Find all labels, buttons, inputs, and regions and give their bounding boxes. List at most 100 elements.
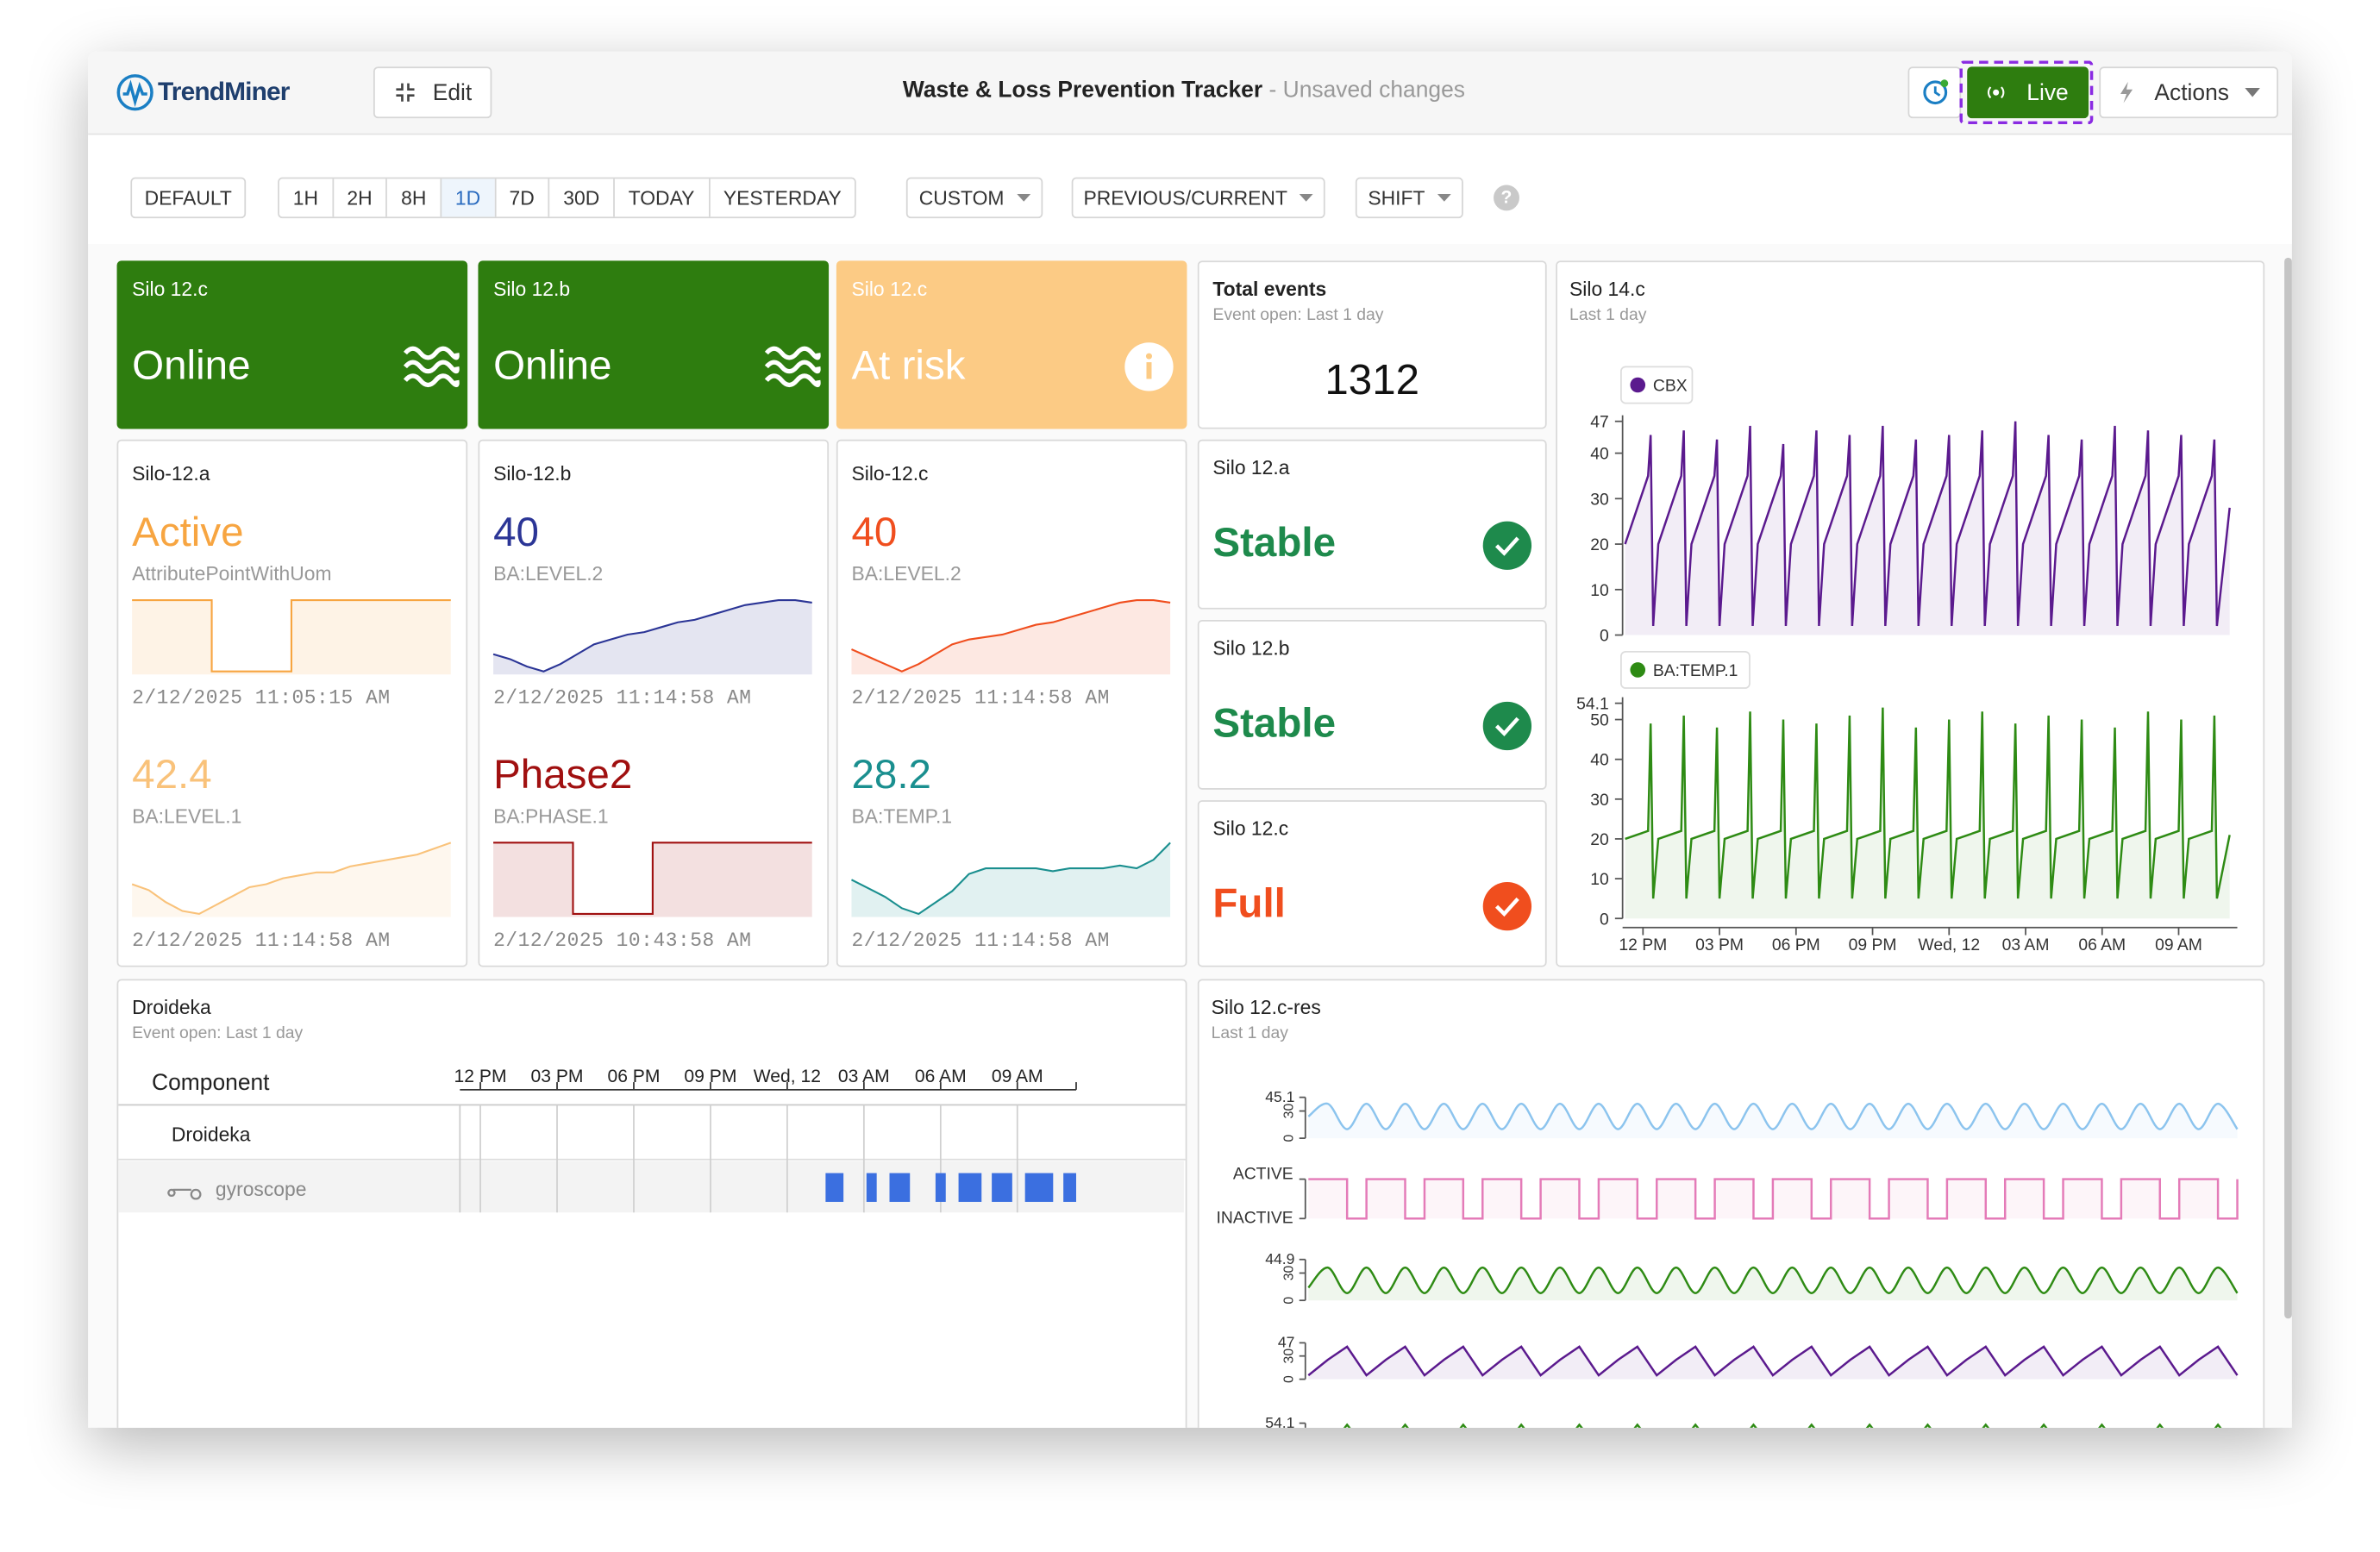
area bbox=[851, 842, 1171, 917]
range-button[interactable]: 1D bbox=[440, 178, 494, 217]
metric-value: 42.4 bbox=[132, 751, 212, 798]
y-tick-label: 47 bbox=[1278, 1334, 1295, 1351]
metric-tag: BA:LEVEL.2 bbox=[493, 562, 604, 585]
tile-status: Stable bbox=[1212, 519, 1337, 566]
y-tick-label: 50 bbox=[1590, 711, 1609, 730]
focus-outline bbox=[1959, 60, 2094, 125]
area bbox=[1344, 1424, 2220, 1428]
line bbox=[1308, 1178, 2239, 1220]
metric-value: Active bbox=[132, 509, 244, 555]
line bbox=[131, 842, 452, 916]
legend-swatch bbox=[1630, 662, 1646, 678]
link-icon bbox=[167, 1188, 202, 1200]
legend-swatch bbox=[1630, 377, 1646, 393]
metric-value: 28.2 bbox=[851, 751, 931, 798]
live-button[interactable]: Live bbox=[1967, 66, 2089, 119]
x-tick-label: 12 PM bbox=[454, 1067, 507, 1086]
column-header: Component bbox=[152, 1070, 270, 1096]
tile-status: Online bbox=[493, 342, 612, 388]
y-tick-label: 0 bbox=[1282, 1135, 1297, 1142]
tile-title: Silo 12.c bbox=[851, 277, 928, 301]
value-card: Silo-12.c 40 BA:LEVEL.2 2/12/2025 11:14:58 … bbox=[836, 439, 1187, 967]
event-block bbox=[889, 1173, 911, 1202]
line bbox=[1624, 421, 2231, 627]
caret bbox=[1300, 193, 1313, 202]
y-tick-label: 30 bbox=[1590, 490, 1609, 509]
status-tile: Silo 12.b Online bbox=[478, 260, 830, 429]
range-button[interactable]: YESTERDAY bbox=[708, 178, 855, 217]
x-tick-label: 03 AM bbox=[2002, 936, 2050, 954]
app-window: TrendMiner Edit Waste & Loss Prevention … bbox=[88, 51, 2292, 1428]
scrollbar bbox=[2284, 257, 2292, 1319]
tile-status: At risk bbox=[851, 342, 966, 388]
wave-icon bbox=[764, 360, 821, 374]
y-tick-label: 30 bbox=[1282, 1104, 1297, 1119]
edit-button[interactable]: Edit bbox=[373, 66, 492, 119]
check-icon bbox=[1495, 717, 1519, 736]
x-tick-label: 03 AM bbox=[838, 1067, 890, 1086]
card-subtitle: Last 1 day bbox=[1211, 1024, 1288, 1043]
metric-tag: BA:LEVEL.2 bbox=[851, 562, 961, 585]
shift-button[interactable]: SHIFT bbox=[1355, 177, 1463, 219]
help-button[interactable]: ? bbox=[1494, 185, 1519, 211]
y-tick-label: 54.1 bbox=[1576, 695, 1609, 714]
metric-value: Phase2 bbox=[493, 751, 633, 798]
timestamp: 2/12/2025 11:05:15 AM bbox=[132, 686, 391, 710]
range-button[interactable]: 1H bbox=[292, 186, 318, 210]
y-tick-label: INACTIVE bbox=[1216, 1209, 1293, 1228]
timestamp: 2/12/2025 11:14:58 AM bbox=[493, 686, 752, 710]
edit-icon bbox=[396, 83, 415, 102]
logo-text: TrendMiner bbox=[158, 77, 290, 107]
event-block bbox=[992, 1173, 1012, 1202]
y-tick-label: 20 bbox=[1590, 535, 1609, 554]
status-check-tile: Silo 12.a Stable bbox=[1197, 439, 1547, 610]
tile-title: Silo 12.c bbox=[132, 277, 208, 301]
app-canvas: TrendMiner Edit Waste & Loss Prevention … bbox=[88, 51, 2292, 1428]
previous-current-label: PREVIOUS/CURRENT bbox=[1083, 186, 1287, 210]
info-icon bbox=[1145, 353, 1152, 360]
wave-icon bbox=[403, 373, 460, 388]
y-tick-label: 45.1 bbox=[1265, 1088, 1294, 1105]
line bbox=[1307, 1102, 2239, 1130]
status-check-tile: Silo 12.c Full bbox=[1197, 800, 1547, 967]
range-button[interactable]: 30D bbox=[548, 178, 613, 217]
range-group: 1H 2H 8H 1D 7D 30D TODAY YESTERDAY bbox=[278, 177, 857, 219]
previous-current-button[interactable]: PREVIOUS/CURRENT bbox=[1071, 177, 1325, 219]
default-button[interactable]: DEFAULT bbox=[130, 177, 247, 219]
history-button[interactable] bbox=[1907, 66, 1962, 119]
y-tick-label: 0 bbox=[1600, 627, 1609, 646]
card-title: Silo-12.c bbox=[851, 462, 929, 485]
range-button[interactable]: TODAY bbox=[613, 178, 708, 217]
legend-label: CBX bbox=[1653, 377, 1688, 396]
legend-label: BA:TEMP.1 bbox=[1653, 661, 1738, 680]
x-tick-label: 03 PM bbox=[1695, 936, 1744, 954]
timestamp: 2/12/2025 11:14:58 AM bbox=[132, 929, 391, 952]
line bbox=[850, 842, 1171, 916]
range-button[interactable]: 2H bbox=[331, 178, 386, 217]
actions-button[interactable]: Actions bbox=[2099, 66, 2279, 119]
y-tick-label: 40 bbox=[1590, 751, 1609, 770]
tile-title: Silo 12.b bbox=[1212, 636, 1290, 660]
status-tile: Silo 12.c Online bbox=[116, 260, 468, 429]
area bbox=[132, 842, 451, 917]
live-icon bbox=[1988, 86, 2005, 99]
tile-title: Silo 12.a bbox=[1212, 456, 1290, 479]
event-block bbox=[1024, 1173, 1054, 1202]
y-tick-label: 20 bbox=[1590, 830, 1609, 849]
check-icon bbox=[1495, 897, 1519, 917]
metric-value: 40 bbox=[851, 509, 898, 555]
custom-button[interactable]: CUSTOM bbox=[905, 177, 1043, 219]
tile-status: Stable bbox=[1212, 700, 1337, 746]
card-subtitle: Event open: Last 1 day bbox=[132, 1024, 304, 1043]
y-tick-label: 0 bbox=[1282, 1375, 1297, 1383]
tile-status: Online bbox=[132, 342, 251, 388]
custom-label: CUSTOM bbox=[918, 186, 1005, 210]
x-tick-label: 09 AM bbox=[992, 1067, 1043, 1086]
range-button[interactable]: 8H bbox=[385, 178, 441, 217]
y-tick-label: 30 bbox=[1282, 1349, 1297, 1364]
wave-icon bbox=[403, 360, 460, 374]
caret bbox=[1016, 193, 1030, 202]
range-button[interactable]: 7D bbox=[493, 178, 548, 217]
line bbox=[851, 599, 1171, 673]
